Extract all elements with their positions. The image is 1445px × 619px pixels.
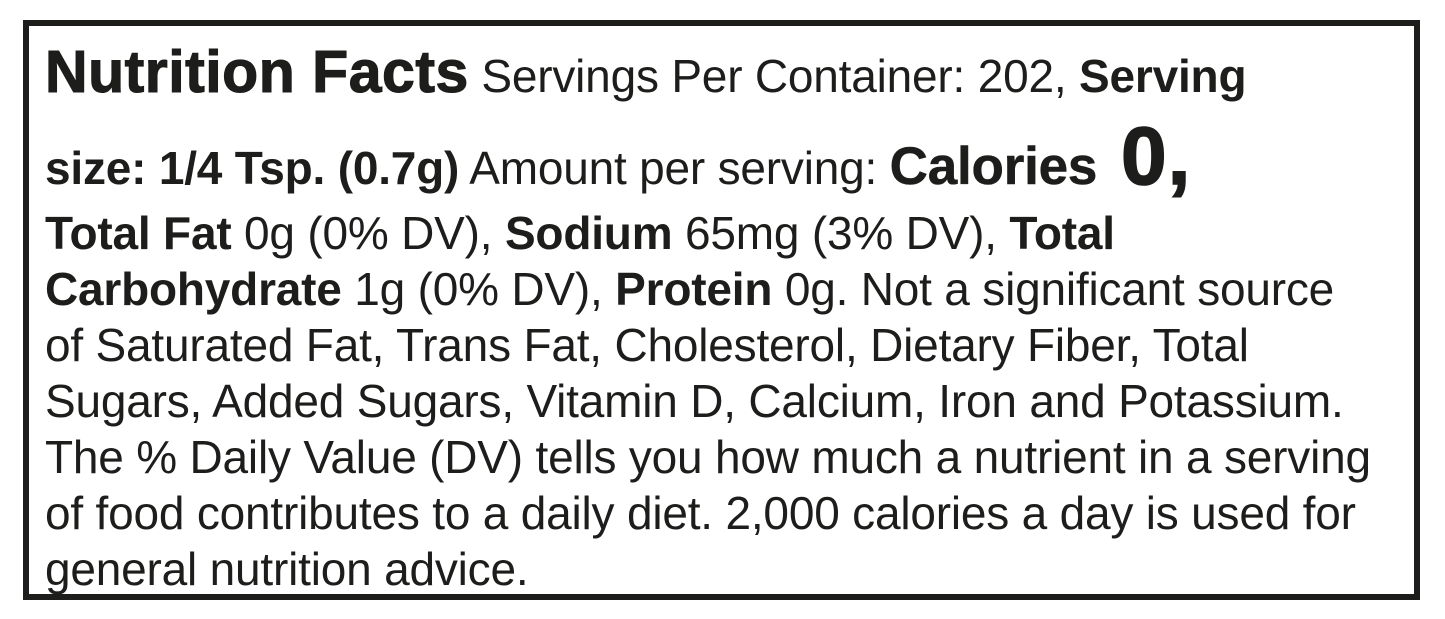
insignificant-source-text-1: of Saturated Fat, Trans Fat, Cholesterol… [45,319,1249,371]
label-line: general nutrition advice. [45,541,1408,597]
label-line: The % Daily Value (DV) tells you how muc… [45,429,1408,485]
amount-per-serving-text: Amount per serving: [459,142,890,194]
total-fat-value: 0g (0% DV), [231,207,505,259]
label-line: Sugars, Added Sugars, Vitamin D, Calcium… [45,373,1408,429]
sodium-label: Sodium [504,207,673,259]
sodium-value: 65mg (3% DV), [672,207,1010,259]
label-title: Nutrition Facts [44,38,469,105]
protein-label: Protein [615,263,773,315]
protein-value-text: 0g. Not a significant source [772,263,1335,315]
nutrition-facts-label: Nutrition Facts Servings Per Container: … [23,20,1420,600]
daily-value-footnote-text-2: of food contributes to a daily diet. 2,0… [45,487,1356,539]
serving-size-text: size: 1/4 Tsp. (0.7g) [45,142,460,194]
total-carbohydrate-label-part1: Total [1009,207,1115,259]
total-carbohydrate-value: 1g (0% DV), [341,263,616,315]
total-carbohydrate-label-part2: Carbohydrate [45,263,342,315]
calories-value: 0, [1097,111,1192,202]
label-line: Total Fat 0g (0% DV), Sodium 65mg (3% DV… [45,205,1408,261]
label-line: of Saturated Fat, Trans Fat, Cholesterol… [45,317,1408,373]
calories-label: Calories [889,137,1098,197]
serving-size-label-part1: Serving [1079,50,1247,102]
total-fat-label: Total Fat [45,207,232,259]
servings-per-container-text: Servings Per Container: 202, [468,50,1080,102]
label-line: Nutrition Facts Servings Per Container: … [44,28,1408,120]
label-line: size: 1/4 Tsp. (0.7g) Amount per serving… [45,115,1408,205]
label-line: of food contributes to a daily diet. 2,0… [45,485,1408,541]
daily-value-footnote-text-3: general nutrition advice. [45,543,529,595]
insignificant-source-text-2: Sugars, Added Sugars, Vitamin D, Calcium… [45,375,1344,427]
label-line: Carbohydrate 1g (0% DV), Protein 0g. Not… [45,261,1408,317]
daily-value-footnote-text-1: The % Daily Value (DV) tells you how muc… [45,431,1371,483]
